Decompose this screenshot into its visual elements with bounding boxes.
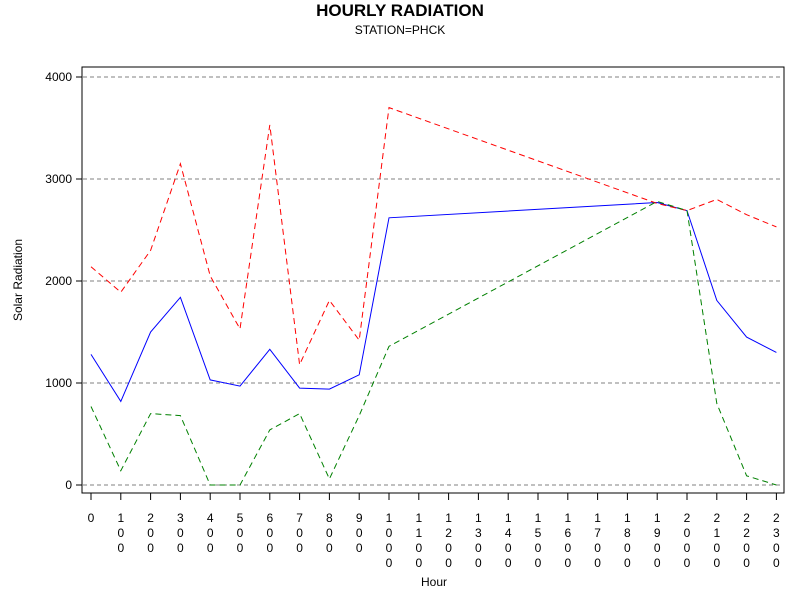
x-tick-label: 0 — [88, 511, 95, 525]
series-line-2 — [90, 106, 777, 367]
series-line-3 — [90, 200, 777, 486]
y-axis-label: Solar Radiation — [11, 239, 25, 321]
y-tick-label: 1000 — [45, 376, 72, 390]
y-tick-label: 2000 — [45, 274, 72, 288]
series-lines — [90, 106, 777, 486]
series-line-1 — [90, 201, 777, 403]
y-tick-label: 3000 — [45, 172, 72, 186]
x-axis-label: Hour — [421, 575, 447, 589]
y-tick-label: 4000 — [45, 70, 72, 84]
y-axis: 0 1000 2000 3000 4000 — [45, 70, 82, 492]
chart-title: HOURLY RADIATION — [316, 1, 484, 20]
y-tick-label: 0 — [65, 478, 72, 492]
plot-frame — [81, 66, 785, 494]
chart-subtitle: STATION=PHCK — [354, 23, 446, 37]
x-axis: 0 1 0 0 2 0 0 3 0 0 4 0 0 5 0 0 6 0 0 7 0 0 8 0 0 9 0 0 1 0 0 0 1 1 0 0 1 2 0 0… — [88, 493, 780, 570]
gridlines — [83, 76, 783, 486]
